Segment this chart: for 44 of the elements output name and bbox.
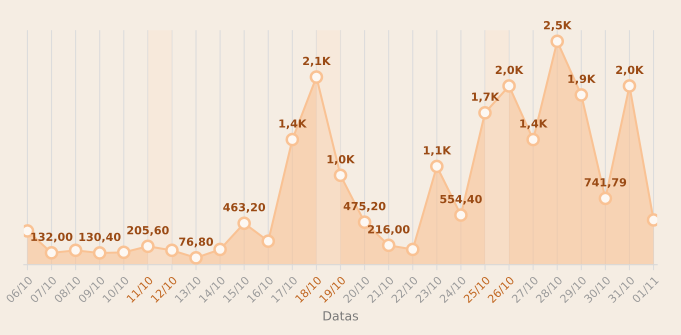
point — [213, 242, 227, 256]
text: 1,0K — [328, 155, 355, 165]
text: 205,60 — [127, 226, 169, 236]
point — [165, 244, 179, 258]
text: 2,1K — [303, 56, 331, 67]
text: 1,7K — [472, 92, 500, 102]
text: 1,4K — [279, 119, 307, 130]
text: 2,0K — [616, 66, 644, 76]
text: 216,00 — [368, 225, 410, 235]
x-axis-title: Datas — [324, 311, 358, 321]
point — [622, 79, 636, 93]
text: 2,0K — [496, 66, 524, 76]
text: 1,4K — [520, 119, 548, 130]
text: 130,40 — [80, 232, 121, 243]
point — [382, 238, 396, 252]
point — [237, 216, 251, 230]
point — [454, 208, 468, 222]
point — [92, 246, 106, 260]
point — [68, 244, 82, 258]
text: 1,1K — [424, 146, 452, 156]
text: 76,80 — [179, 238, 214, 248]
point — [44, 246, 58, 260]
point — [526, 132, 540, 146]
point — [141, 239, 155, 254]
text: 132,00 — [31, 232, 72, 242]
text: 554,40 — [440, 194, 482, 205]
text: 463,20 — [223, 202, 266, 213]
point — [261, 234, 276, 248]
point — [189, 250, 203, 265]
text: 2,5K — [544, 21, 572, 31]
point — [430, 160, 444, 174]
point — [310, 70, 324, 84]
point — [598, 192, 612, 206]
point — [574, 88, 588, 102]
text: 475,20 — [344, 202, 386, 212]
text: 741,79 — [584, 178, 626, 188]
text: 1,9K — [568, 74, 596, 84]
point — [550, 34, 564, 48]
point — [406, 242, 420, 256]
point — [334, 168, 348, 182]
point — [116, 246, 131, 260]
point — [286, 132, 300, 146]
point — [478, 106, 492, 120]
point — [502, 79, 516, 93]
